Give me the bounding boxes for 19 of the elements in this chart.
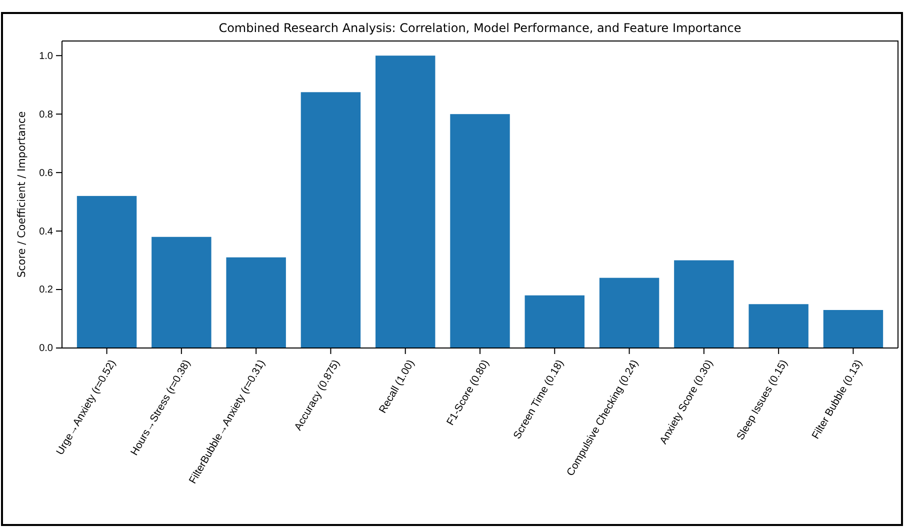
- bar: [823, 310, 884, 348]
- bar: [226, 257, 286, 348]
- bar: [674, 260, 734, 348]
- bar: [599, 278, 660, 348]
- y-tick-label: 0.4: [39, 226, 54, 238]
- y-tick-label: 0.2: [39, 284, 54, 296]
- y-tick-label: 0.8: [39, 109, 54, 120]
- bar: [76, 196, 137, 348]
- y-axis-title: Score / Coefficient / Importance: [16, 111, 28, 278]
- bar: [300, 92, 361, 348]
- bar: [524, 295, 584, 348]
- bar: [376, 56, 436, 348]
- chart-title: Combined Research Analysis: Correlation, Model Performance, and Feature Importance: [218, 21, 742, 35]
- y-tick-label: 1.0: [39, 50, 54, 62]
- y-tick-label: 0.0: [39, 343, 54, 354]
- bar: [152, 236, 212, 348]
- bar: [450, 114, 510, 348]
- y-tick-label: 0.6: [39, 168, 54, 179]
- bar: [748, 304, 808, 348]
